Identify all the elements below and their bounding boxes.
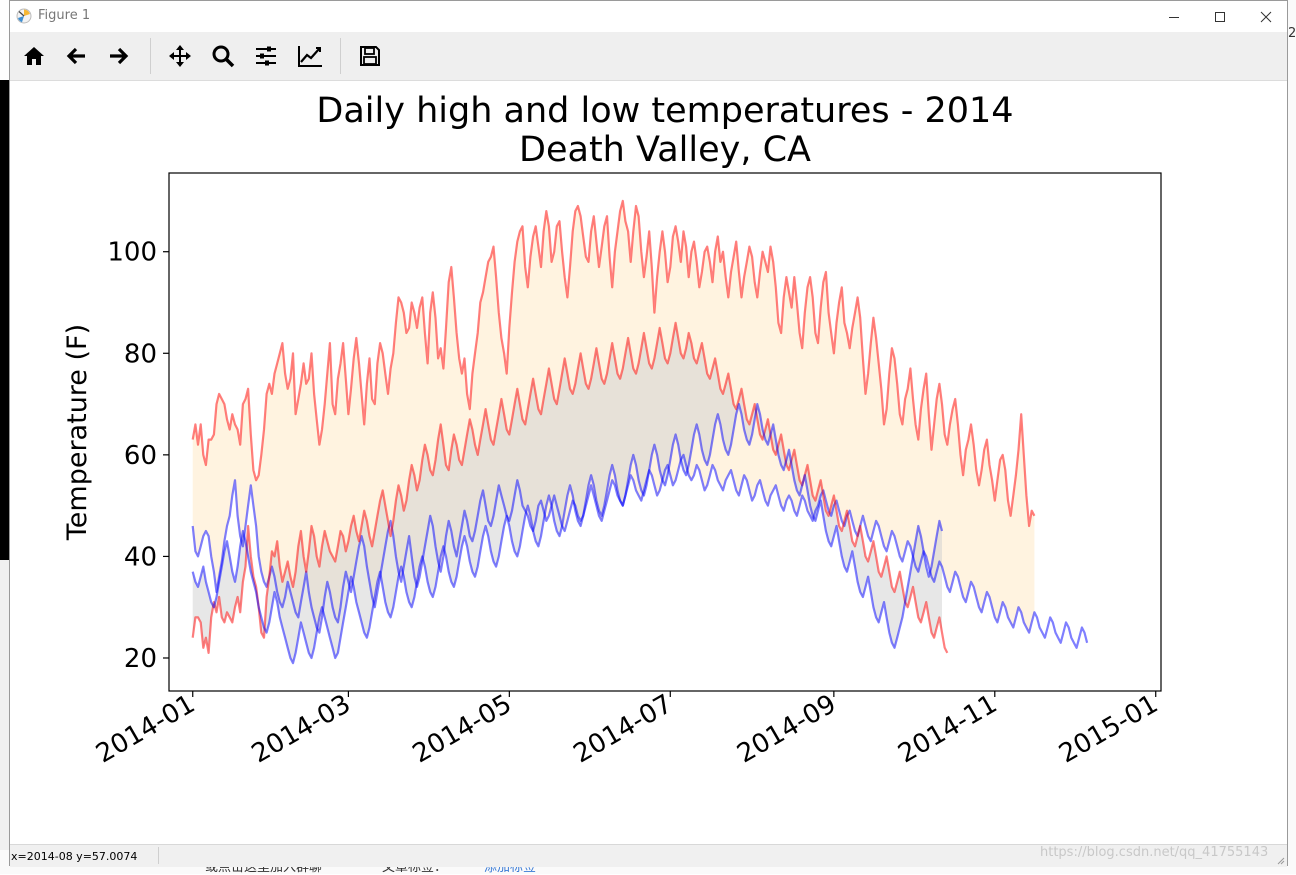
zoom-button[interactable]: [207, 41, 239, 71]
background-right-edge: 2: [1288, 0, 1296, 874]
x-tick-label: 2014-05: [408, 689, 517, 769]
save-button[interactable]: [354, 41, 386, 71]
subplots-icon: [256, 46, 276, 66]
matplotlib-app-icon: [16, 8, 32, 24]
home-icon: [24, 47, 44, 65]
y-tick-label: 80: [124, 339, 157, 369]
y-tick-label: 20: [124, 644, 157, 674]
pan-icon: [169, 45, 191, 67]
save-icon: [360, 46, 380, 66]
toolbar-separator: [340, 38, 341, 74]
maximize-button[interactable]: [1197, 1, 1243, 32]
maximize-icon: [1215, 11, 1225, 22]
background-right-char: 2: [1288, 26, 1296, 41]
customize-button[interactable]: [294, 41, 326, 71]
series-line-3: [191, 321, 949, 654]
series-line-1: [191, 199, 1036, 528]
chart-title-line-1: Daily high and low temperatures - 2014: [316, 91, 1013, 131]
chart-title-line-2: Death Valley, CA: [519, 130, 811, 170]
x-tick-label: 2014-03: [247, 689, 356, 769]
axes-frame: [168, 172, 1162, 692]
figure-window: Figure 1: [9, 0, 1288, 867]
x-tick-label: 2014-01: [91, 689, 200, 769]
status-divider: [158, 847, 159, 864]
cursor-coordinates: x=2014-08 y=57.0074: [11, 850, 138, 863]
status-bar: x=2014-08 y=57.0074: [10, 844, 1287, 867]
series-line-2: [191, 453, 1089, 649]
home-button[interactable]: [18, 41, 50, 71]
close-button[interactable]: [1243, 1, 1289, 32]
series-line-4: [191, 403, 944, 665]
back-icon: [66, 47, 85, 65]
title-bar: Figure 1: [10, 1, 1287, 32]
zoom-icon: [212, 45, 235, 68]
figure-canvas[interactable]: 20 40 60 80 100 2014-01 2014-03 2014-05 2014-07…: [10, 81, 1287, 843]
window-title: Figure 1: [38, 8, 91, 23]
x-tick-label: 2014-11: [893, 689, 1002, 769]
back-button[interactable]: [60, 41, 92, 71]
y-axis-label: Temperature (F): [62, 324, 93, 541]
y-tick-label: 100: [107, 238, 157, 268]
subplots-button[interactable]: [250, 41, 282, 71]
background-panel: [0, 560, 9, 860]
y-tick-label: 60: [124, 441, 157, 471]
navigation-toolbar: [10, 32, 1287, 81]
forward-button[interactable]: [103, 41, 135, 71]
toolbar-separator: [150, 38, 151, 74]
pan-button[interactable]: [164, 41, 196, 71]
close-icon: [1260, 11, 1272, 22]
y-tick-label: 40: [124, 542, 157, 572]
background-terminal: [0, 80, 9, 560]
forward-icon: [110, 47, 129, 65]
x-tick-label: 2014-07: [569, 689, 678, 769]
x-tick-label: 2015-01: [1054, 689, 1163, 769]
x-tick-label: 2014-09: [732, 689, 841, 769]
resize-grip-icon[interactable]: [1275, 855, 1285, 865]
customize-icon: [298, 46, 322, 67]
minimize-button[interactable]: [1151, 1, 1197, 32]
minimize-icon: [1169, 16, 1179, 18]
watermark-text: https://blog.csdn.net/qq_41755143: [1040, 845, 1269, 860]
